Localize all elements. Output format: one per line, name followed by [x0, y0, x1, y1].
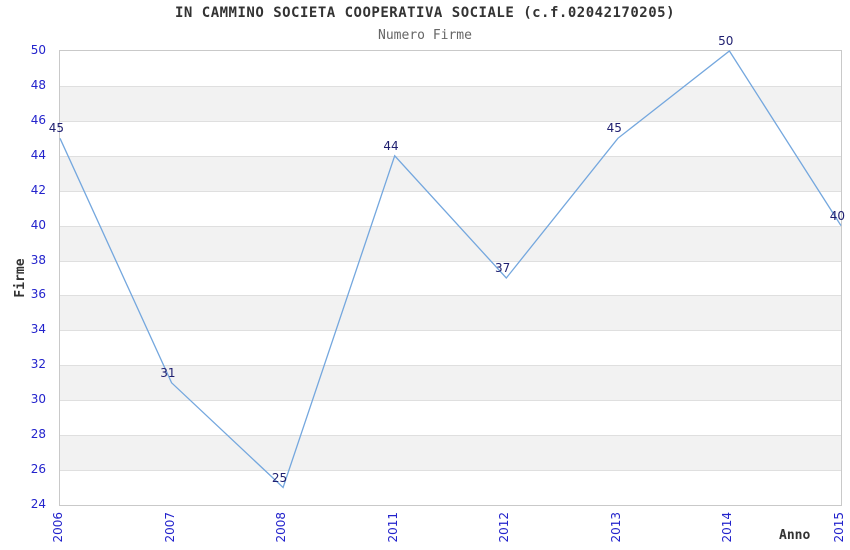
x-tick-label: 2006	[51, 512, 65, 543]
gridline	[60, 330, 841, 332]
x-tick-label: 2013	[608, 512, 623, 543]
gridline	[60, 295, 841, 297]
x-tick-label: 2012	[497, 512, 512, 543]
series-polyline	[59, 50, 842, 489]
gridline	[60, 260, 841, 262]
plot-band	[60, 85, 841, 121]
y-tick-label: 34	[30, 322, 46, 337]
y-tick-label: 26	[30, 462, 46, 477]
plot-area: 45 31 25 44 37 45 50 40	[49, 34, 845, 506]
plot-band	[60, 51, 841, 86]
data-point-label: 45	[606, 121, 622, 136]
gridline	[60, 120, 841, 122]
gridline	[60, 470, 841, 472]
data-point-label: 25	[271, 470, 288, 485]
data-point-label: 40	[829, 208, 845, 223]
data-point-label: 50	[718, 34, 734, 48]
plot-band	[60, 295, 841, 331]
data-point-label: 45	[48, 121, 64, 136]
x-tick-label: 2011	[385, 512, 400, 543]
x-axis-title: Anno	[779, 528, 811, 543]
plot-band	[60, 190, 841, 226]
chart-subtitle: Numero Firme	[378, 28, 472, 43]
y-tick-label: 48	[30, 77, 46, 92]
line-series	[59, 50, 842, 489]
plot-band	[60, 435, 841, 471]
y-tick-label: 50	[30, 43, 46, 57]
data-point-label: 44	[383, 138, 399, 153]
plot-band	[60, 155, 841, 191]
x-tick-label: 2014	[720, 512, 735, 543]
data-point-label: 31	[160, 365, 176, 380]
gridline	[60, 155, 841, 157]
plot-band	[60, 470, 841, 505]
gridline	[60, 190, 841, 192]
gridline	[60, 85, 841, 87]
gridline	[60, 365, 841, 367]
y-tick-label: 36	[30, 287, 46, 302]
plot-band	[60, 330, 841, 366]
y-tick-label: 42	[30, 182, 46, 197]
data-point-label: 37	[495, 261, 511, 275]
x-tick-label: 2008	[274, 512, 289, 543]
chart-title: IN CAMMINO SOCIETA COOPERATIVA SOCIALE (…	[174, 5, 675, 21]
plot-band	[60, 120, 841, 156]
y-tick-label: 46	[30, 112, 46, 127]
gridline	[60, 225, 841, 227]
y-tick-label: 40	[30, 217, 46, 232]
y-tick-label: 38	[30, 252, 46, 267]
y-tick-label: 28	[30, 427, 46, 442]
y-tick-label: 32	[30, 357, 46, 372]
plot-band	[60, 225, 841, 261]
plot-band	[60, 400, 841, 436]
y-tick-label: 24	[30, 497, 46, 511]
plot-band	[60, 365, 841, 401]
x-tick-label: 2015	[832, 512, 846, 543]
gridline	[60, 435, 841, 437]
y-tick-label: 44	[30, 147, 46, 162]
gridline	[60, 400, 841, 402]
x-tick-label: 2007	[162, 512, 177, 543]
y-tick-label: 30	[30, 392, 46, 407]
plot-band	[60, 260, 841, 296]
